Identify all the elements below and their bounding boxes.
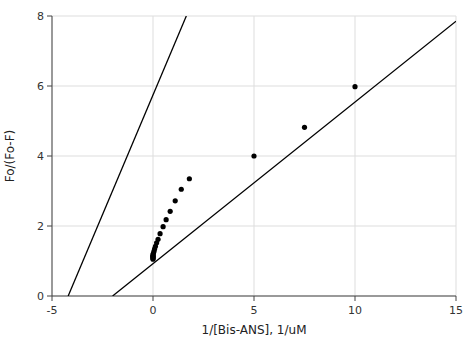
point: [168, 209, 173, 214]
tick-label-y: 8: [37, 10, 44, 23]
tick-y: [47, 16, 52, 17]
point: [302, 125, 307, 130]
tick-label-x: 15: [449, 304, 463, 317]
grid-line-y: [52, 16, 456, 17]
tick-label-y: 2: [37, 220, 44, 233]
point: [179, 187, 184, 192]
tick-x: [52, 296, 53, 301]
point: [187, 176, 192, 181]
point: [164, 217, 169, 222]
line: [68, 16, 186, 296]
point: [173, 198, 178, 203]
tick-y: [47, 156, 52, 157]
tick-y: [47, 296, 52, 297]
tick-label-x: 10: [348, 304, 362, 317]
tick-y: [47, 226, 52, 227]
point: [157, 231, 162, 236]
point: [251, 153, 256, 158]
grid-line-y: [52, 226, 456, 227]
y-axis-line: [52, 16, 53, 296]
x-axis-label: 1/[Bis-ANS], 1/uM: [202, 323, 307, 337]
tick-label-x: -5: [47, 304, 58, 317]
point: [352, 84, 357, 89]
axes: -505101502468: [37, 10, 463, 317]
y-axis-label: Fo/(Fo-F): [3, 130, 17, 183]
chart: -5051015024681/[Bis-ANS], 1/uMFo/(Fo-F): [0, 0, 474, 344]
line: [113, 21, 456, 296]
grid-line-x: [52, 16, 53, 296]
tick-x: [355, 296, 356, 301]
tick-x: [254, 296, 255, 301]
tick-x: [153, 296, 154, 301]
tick-label-y: 0: [37, 290, 44, 303]
tick-label-x: 5: [251, 304, 258, 317]
tick-x: [456, 296, 457, 301]
point: [161, 224, 166, 229]
plot-area: [68, 16, 456, 296]
tick-label-x: 0: [150, 304, 157, 317]
tick-label-y: 4: [37, 150, 44, 163]
grid-line-y: [52, 86, 456, 87]
grid: [52, 16, 456, 296]
tick-label-y: 6: [37, 80, 44, 93]
point: [155, 237, 160, 242]
tick-y: [47, 86, 52, 87]
